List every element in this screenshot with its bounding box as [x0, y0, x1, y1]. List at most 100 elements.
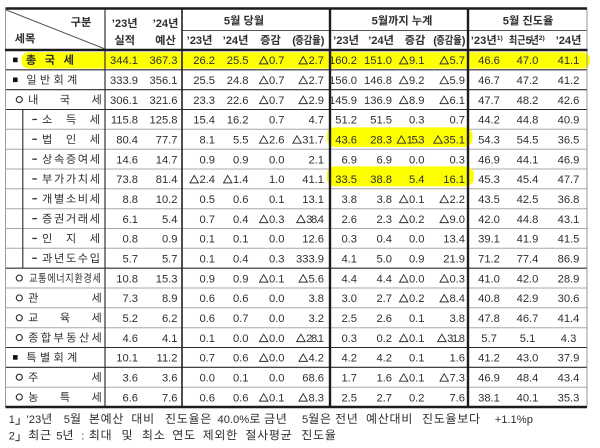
svg-text:23.3: 23.3 — [193, 95, 215, 107]
svg-text:0.3: 0.3 — [269, 214, 285, 226]
svg-text:47.2: 47.2 — [517, 75, 539, 87]
svg-text:5.4: 5.4 — [162, 214, 178, 226]
svg-text:0.0: 0.0 — [269, 313, 285, 325]
svg-text:9.1: 9.1 — [409, 55, 425, 67]
svg-text:5.4: 5.4 — [409, 174, 425, 186]
svg-text:0.9: 0.9 — [233, 154, 249, 166]
svg-text:0.1: 0.1 — [199, 253, 215, 265]
svg-text:7.3: 7.3 — [122, 293, 138, 305]
svg-text:0.1: 0.1 — [269, 273, 285, 285]
svg-text:146.8: 146.8 — [364, 75, 392, 87]
svg-text:42.5: 42.5 — [517, 194, 539, 206]
svg-text:12.6: 12.6 — [302, 234, 324, 246]
svg-text:80.4: 80.4 — [116, 134, 138, 146]
svg-text:2: 2 — [9, 430, 15, 442]
svg-text:1: 1 — [9, 414, 15, 426]
svg-text:4.7: 4.7 — [308, 115, 324, 127]
svg-text:38.4: 38.4 — [306, 214, 324, 226]
svg-text:5: 5 — [526, 35, 532, 47]
svg-text:5.7: 5.7 — [122, 253, 138, 265]
svg-text:30.6: 30.6 — [558, 293, 580, 305]
svg-text:0.0: 0.0 — [409, 234, 425, 246]
svg-text:344.1: 344.1 — [110, 55, 138, 67]
svg-text:86.9: 86.9 — [558, 253, 580, 265]
svg-text:2.6: 2.6 — [376, 313, 392, 325]
svg-text:1.6: 1.6 — [449, 353, 465, 365]
svg-text:0.3: 0.3 — [449, 154, 465, 166]
svg-text:367.3: 367.3 — [150, 55, 178, 67]
svg-text:0.1: 0.1 — [233, 234, 249, 246]
svg-text:0.0: 0.0 — [269, 372, 285, 384]
svg-text:1.6: 1.6 — [376, 372, 392, 384]
svg-text:333.9: 333.9 — [296, 253, 324, 265]
svg-text:151.0: 151.0 — [364, 55, 392, 67]
svg-text:15.3: 15.3 — [407, 134, 425, 146]
svg-text:0.3: 0.3 — [341, 333, 357, 345]
svg-text:0.6: 0.6 — [233, 293, 249, 305]
svg-text:0.3: 0.3 — [449, 273, 465, 285]
svg-text:5.0: 5.0 — [376, 253, 392, 265]
svg-text:2.4: 2.4 — [199, 174, 215, 186]
svg-text:2.2: 2.2 — [449, 194, 465, 206]
svg-text:’23: ’23 — [333, 35, 349, 47]
svg-text:51.5: 51.5 — [370, 115, 392, 127]
svg-text:5.5: 5.5 — [233, 134, 249, 146]
svg-text:5.6: 5.6 — [308, 273, 324, 285]
svg-text:0.9: 0.9 — [162, 234, 178, 246]
svg-text:0.9: 0.9 — [199, 273, 215, 285]
svg-text:2.7: 2.7 — [308, 75, 324, 87]
svg-text:’23: ’23 — [187, 35, 203, 47]
svg-text:0.1: 0.1 — [409, 313, 425, 325]
svg-text:(: ( — [433, 35, 437, 47]
svg-text:2.9: 2.9 — [308, 95, 324, 107]
svg-text:306.1: 306.1 — [110, 95, 138, 107]
svg-text:145.9: 145.9 — [329, 95, 357, 107]
svg-text:): ) — [462, 35, 466, 47]
svg-text:36.8: 36.8 — [558, 194, 580, 206]
svg-text:0.9: 0.9 — [199, 154, 215, 166]
svg-text:0.1: 0.1 — [409, 353, 425, 365]
svg-text:26.2: 26.2 — [193, 55, 215, 67]
svg-text:28.1: 28.1 — [306, 333, 324, 345]
svg-text:14.6: 14.6 — [116, 154, 138, 166]
svg-text:5: 5 — [372, 16, 378, 28]
svg-text:2.5: 2.5 — [341, 392, 357, 404]
svg-text:3.8: 3.8 — [376, 194, 392, 206]
svg-text:10.1: 10.1 — [116, 353, 138, 365]
svg-text:1.0: 1.0 — [269, 174, 285, 186]
svg-text:2.7: 2.7 — [308, 55, 324, 67]
svg-text:47.0: 47.0 — [517, 55, 539, 67]
svg-text:81.4: 81.4 — [156, 174, 178, 186]
svg-text:0.0: 0.0 — [269, 333, 285, 345]
svg-text:’23: ’23 — [471, 35, 487, 47]
svg-text:2.3: 2.3 — [376, 214, 392, 226]
svg-text:51.2: 51.2 — [335, 115, 357, 127]
svg-text:3.8: 3.8 — [308, 293, 324, 305]
svg-text:0.9: 0.9 — [233, 273, 249, 285]
svg-text:46.6: 46.6 — [478, 55, 500, 67]
svg-text:0.9: 0.9 — [409, 253, 425, 265]
svg-text:0.1: 0.1 — [269, 392, 285, 404]
svg-text:156.0: 156.0 — [329, 75, 357, 87]
svg-text:46.9: 46.9 — [478, 372, 500, 384]
svg-text:44.8: 44.8 — [517, 115, 539, 127]
svg-text:9.0: 9.0 — [449, 214, 465, 226]
svg-text:0.7: 0.7 — [269, 75, 285, 87]
svg-text:5.7: 5.7 — [481, 333, 497, 345]
svg-text:0.6: 0.6 — [233, 194, 249, 206]
svg-text:42.0: 42.0 — [517, 273, 539, 285]
svg-text:0.1: 0.1 — [199, 234, 215, 246]
svg-text:333.9: 333.9 — [110, 75, 138, 87]
svg-text:46.7: 46.7 — [478, 75, 500, 87]
svg-text:42.6: 42.6 — [558, 95, 580, 107]
svg-text:44.1: 44.1 — [517, 154, 539, 166]
svg-text:6.2: 6.2 — [162, 313, 178, 325]
svg-text:115.8: 115.8 — [111, 115, 138, 127]
svg-text:48.2: 48.2 — [517, 95, 539, 107]
svg-text:45.4: 45.4 — [517, 174, 539, 186]
svg-text:0.0: 0.0 — [269, 234, 285, 246]
svg-text:54.3: 54.3 — [478, 134, 500, 146]
svg-text:43.1: 43.1 — [558, 214, 580, 226]
svg-text:’24: ’24 — [368, 35, 384, 47]
svg-text:39.1: 39.1 — [478, 234, 500, 246]
